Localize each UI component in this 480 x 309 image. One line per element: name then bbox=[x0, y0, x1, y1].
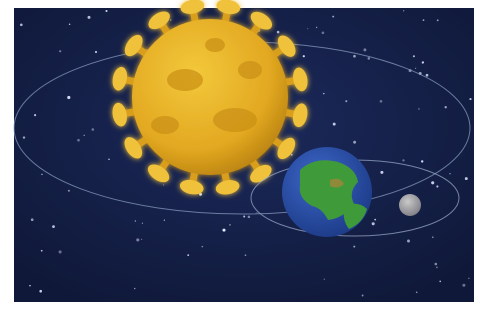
star bbox=[431, 181, 434, 184]
star bbox=[135, 220, 136, 221]
star bbox=[202, 246, 204, 248]
star bbox=[69, 24, 71, 26]
star bbox=[303, 55, 305, 57]
star bbox=[353, 246, 355, 248]
star bbox=[222, 229, 225, 232]
star bbox=[316, 27, 317, 28]
star bbox=[323, 93, 324, 94]
star bbox=[324, 279, 325, 280]
star bbox=[83, 135, 85, 137]
star bbox=[88, 16, 91, 19]
star bbox=[403, 10, 404, 11]
star bbox=[134, 288, 136, 290]
star bbox=[39, 290, 42, 293]
illustration bbox=[0, 0, 480, 309]
star bbox=[362, 295, 364, 297]
virus-spot bbox=[167, 69, 203, 91]
star bbox=[368, 57, 371, 60]
star bbox=[307, 28, 308, 29]
star bbox=[333, 123, 336, 126]
star bbox=[23, 136, 25, 138]
star bbox=[52, 225, 55, 228]
star bbox=[68, 190, 70, 192]
star bbox=[469, 98, 471, 100]
star bbox=[59, 250, 62, 253]
star bbox=[92, 128, 95, 131]
star bbox=[256, 212, 257, 213]
star bbox=[345, 100, 347, 102]
star bbox=[31, 218, 34, 221]
star bbox=[29, 285, 31, 287]
star bbox=[462, 284, 465, 287]
star bbox=[353, 141, 356, 144]
star bbox=[291, 154, 293, 156]
star bbox=[445, 106, 447, 108]
star bbox=[421, 160, 423, 162]
star bbox=[465, 177, 468, 180]
star bbox=[187, 254, 189, 256]
bottom-margin bbox=[0, 302, 480, 309]
page: (() => { const ns = 'http://www.w3.org/2… bbox=[0, 0, 480, 309]
star bbox=[432, 236, 434, 238]
star bbox=[437, 19, 439, 21]
star bbox=[415, 68, 416, 69]
star bbox=[142, 223, 143, 224]
virus-spot bbox=[238, 61, 262, 79]
star bbox=[170, 19, 172, 21]
star bbox=[34, 114, 36, 116]
star bbox=[163, 184, 164, 185]
star bbox=[277, 31, 280, 34]
star bbox=[108, 158, 110, 160]
star bbox=[77, 139, 80, 142]
star bbox=[380, 100, 383, 103]
star bbox=[402, 159, 404, 161]
star bbox=[436, 185, 438, 187]
star bbox=[141, 239, 142, 240]
star bbox=[423, 19, 425, 21]
virus-spot bbox=[205, 38, 225, 52]
star bbox=[353, 55, 356, 58]
earth bbox=[282, 147, 372, 237]
virus-spot bbox=[151, 116, 179, 134]
star bbox=[20, 23, 23, 26]
star bbox=[413, 55, 415, 57]
virus-spot bbox=[213, 108, 257, 132]
star bbox=[426, 74, 429, 77]
star bbox=[435, 263, 438, 266]
star bbox=[136, 238, 139, 241]
star bbox=[439, 281, 441, 283]
star bbox=[245, 254, 247, 256]
star bbox=[243, 216, 245, 218]
star bbox=[248, 216, 251, 219]
star bbox=[59, 50, 61, 52]
star bbox=[416, 291, 418, 293]
star bbox=[41, 250, 43, 252]
star bbox=[418, 108, 420, 110]
star bbox=[374, 219, 376, 221]
star bbox=[164, 220, 165, 221]
star bbox=[95, 51, 97, 53]
star bbox=[380, 171, 383, 174]
star bbox=[468, 278, 469, 279]
star bbox=[332, 16, 334, 18]
moon bbox=[399, 194, 421, 216]
star bbox=[363, 48, 366, 51]
star bbox=[422, 61, 424, 63]
star bbox=[436, 267, 438, 269]
star bbox=[407, 240, 410, 243]
star bbox=[322, 32, 325, 35]
star bbox=[67, 96, 70, 99]
star bbox=[372, 222, 375, 225]
star bbox=[229, 224, 231, 226]
star bbox=[41, 174, 42, 175]
star bbox=[449, 173, 450, 174]
star bbox=[105, 10, 107, 12]
